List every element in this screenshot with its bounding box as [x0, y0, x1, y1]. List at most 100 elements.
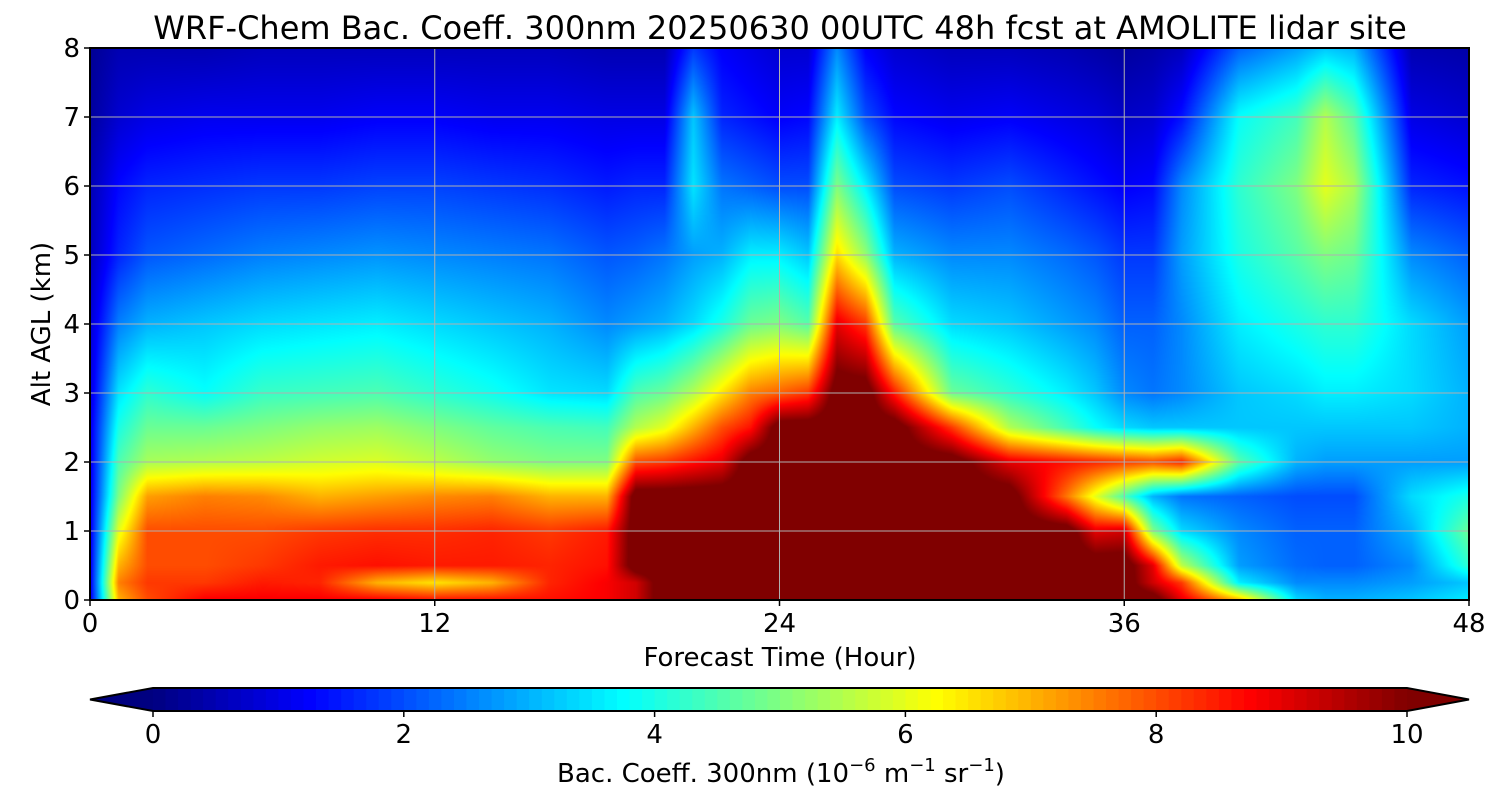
x-tick-label: 36 — [1108, 609, 1141, 639]
colorbar-segment — [667, 688, 681, 711]
colorbar-segment — [955, 688, 969, 711]
colorbar-segment — [441, 688, 455, 711]
colorbar-segment — [754, 688, 769, 711]
colorbar-segment — [842, 688, 856, 711]
colorbar-segment — [253, 688, 267, 711]
colorbar-segment — [341, 688, 355, 711]
colorbar-segment — [805, 688, 819, 711]
colorbar-segment — [1193, 688, 1207, 711]
colorbar-segment — [993, 688, 1007, 711]
colorbar-segment — [968, 688, 982, 711]
colorbar-segment — [1269, 688, 1283, 711]
colorbar-tick-label: 10 — [1390, 720, 1423, 750]
y-tick-label: 2 — [63, 448, 80, 478]
colorbar-segment — [1093, 688, 1107, 711]
colorbar-segment — [692, 688, 706, 711]
colorbar-segment — [529, 688, 543, 711]
colorbar-segment — [905, 688, 919, 711]
colorbar-segment — [403, 688, 417, 711]
colorbar-segment — [1356, 688, 1370, 711]
colorbar-segment — [629, 688, 643, 711]
colorbar-segment — [604, 688, 618, 711]
colorbar-segment — [679, 688, 693, 711]
x-axis-label: Forecast Time (Hour) — [643, 643, 916, 673]
colorbar-segment — [830, 688, 844, 711]
colorbar-segment — [328, 688, 342, 711]
colorbar-segment — [1243, 688, 1258, 711]
colorbar-label: Bac. Coeff. 300nm (10−6 m−1 sr−1) — [557, 755, 1005, 789]
colorbar-segment — [203, 688, 217, 711]
colorbar-segment — [892, 688, 906, 711]
colorbar-segment — [1181, 688, 1195, 711]
colorbar-segment — [1168, 688, 1182, 711]
colorbar-segment — [1294, 688, 1308, 711]
colorbar-segment — [1231, 688, 1245, 711]
colorbar-segment — [867, 688, 881, 711]
colorbar-segment — [880, 688, 894, 711]
colorbar-segment — [1156, 688, 1170, 711]
colorbar-tick-label: 6 — [897, 720, 914, 750]
colorbar-segment — [240, 688, 254, 711]
colorbar-segment — [1118, 688, 1132, 711]
colorbar-tick-label: 4 — [646, 720, 663, 750]
colorbar-segment — [1319, 688, 1333, 711]
colorbar-segment — [704, 688, 718, 711]
colorbar-segment — [265, 688, 279, 711]
colorbar-segment — [1068, 688, 1082, 711]
colorbar-segment — [1131, 688, 1145, 711]
colorbar-segment — [717, 688, 731, 711]
colorbar-segment — [742, 688, 756, 711]
colorbar-tick-label: 0 — [145, 720, 162, 750]
x-tick-label: 0 — [82, 609, 99, 639]
colorbar-segment — [491, 688, 505, 711]
colorbar-segment — [153, 688, 167, 711]
colorbar-segment — [466, 688, 480, 711]
colorbar-segment — [1381, 688, 1396, 711]
colorbar-segment — [178, 688, 192, 711]
colorbar-segment — [980, 688, 994, 711]
y-axis-ticks: 0 1 2 3 4 5 6 7 8 — [63, 34, 90, 616]
colorbar-segment — [579, 688, 593, 711]
colorbar-segment — [729, 688, 743, 711]
y-axis-label: Alt AGL (km) — [27, 242, 57, 406]
colorbar-segment — [1043, 688, 1057, 711]
colorbar-segment — [190, 688, 204, 711]
colorbar-segment — [591, 688, 606, 711]
colorbar-segment — [943, 688, 957, 711]
colorbar-segment — [541, 688, 555, 711]
y-tick-label: 0 — [63, 586, 80, 616]
colorbar-segment — [504, 688, 518, 711]
colorbar-segment — [278, 688, 292, 711]
colorbar-segment — [616, 688, 631, 711]
colorbar-segment — [1394, 688, 1408, 711]
colorbar-segment — [1218, 688, 1233, 711]
colorbar-segment — [1206, 688, 1220, 711]
colorbar-extend-high — [1407, 688, 1469, 711]
y-tick-label: 7 — [63, 103, 80, 133]
colorbar-segment — [1281, 688, 1295, 711]
colorbar-tick-label: 2 — [396, 720, 413, 750]
colorbar-segment — [1055, 688, 1070, 711]
colorbar-segment — [780, 688, 794, 711]
colorbar-segment — [378, 688, 392, 711]
y-tick-label: 1 — [63, 517, 80, 547]
colorbar-segment — [855, 688, 869, 711]
colorbar-segment — [1106, 688, 1120, 711]
colorbar-segment — [303, 688, 317, 711]
colorbar-segment — [917, 688, 932, 711]
x-tick-label: 12 — [418, 609, 451, 639]
colorbar-segment — [767, 688, 781, 711]
colorbar-segment — [1369, 688, 1383, 711]
colorbar-segment — [391, 688, 405, 711]
colorbar-segment — [930, 688, 944, 711]
chart-title: WRF-Chem Bac. Coeff. 300nm 20250630 00UT… — [153, 9, 1407, 47]
colorbar-extend-low — [90, 688, 153, 711]
x-tick-label: 48 — [1452, 609, 1485, 639]
colorbar-segment — [416, 688, 430, 711]
colorbar-segment — [1005, 688, 1019, 711]
colorbar-segment — [654, 688, 668, 711]
colorbar-segment — [353, 688, 367, 711]
y-tick-label: 4 — [63, 310, 80, 340]
colorbar-segment — [642, 688, 656, 711]
